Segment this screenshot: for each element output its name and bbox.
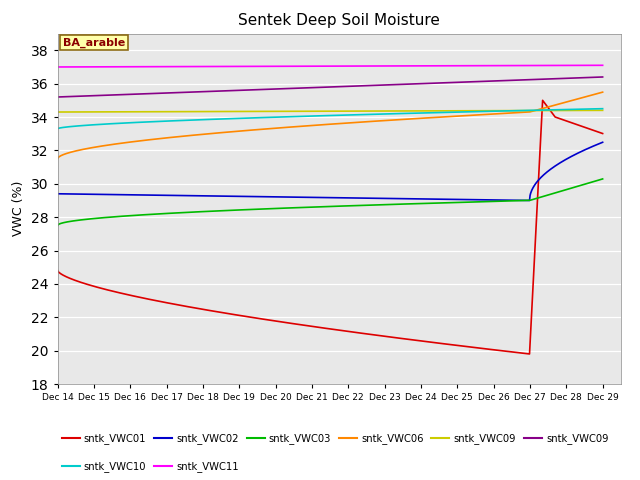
Y-axis label: VWC (%): VWC (%) [12,181,25,237]
Text: BA_arable: BA_arable [63,37,125,48]
Legend: sntk_VWC10, sntk_VWC11: sntk_VWC10, sntk_VWC11 [58,457,243,477]
Title: Sentek Deep Soil Moisture: Sentek Deep Soil Moisture [238,13,440,28]
